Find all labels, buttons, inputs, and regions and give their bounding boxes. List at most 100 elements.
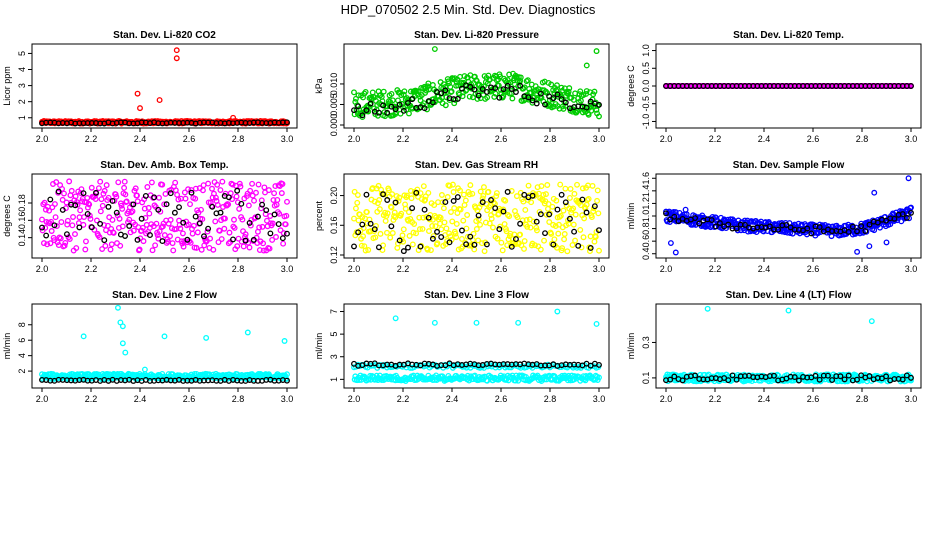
series-primary-point xyxy=(560,207,567,214)
series-secondary-point xyxy=(284,377,290,384)
series-primary-point xyxy=(270,197,277,204)
data-points xyxy=(351,181,602,255)
series-primary-point xyxy=(39,216,45,223)
outlier-point xyxy=(868,318,875,325)
x-tick-label: 3.0 xyxy=(593,394,606,404)
series-primary-point xyxy=(596,113,602,120)
series-secondary-point xyxy=(438,90,445,97)
series-secondary-point xyxy=(671,373,678,380)
series-secondary-point xyxy=(409,205,416,212)
series-secondary-point xyxy=(279,235,286,242)
series-secondary-point xyxy=(246,219,253,226)
outlier-point xyxy=(431,319,438,326)
y-tick-label: 1.2 xyxy=(641,197,651,210)
series-secondary-point xyxy=(275,221,282,228)
y-tick-label: 0.20 xyxy=(329,187,339,205)
series-secondary-point xyxy=(122,233,129,239)
series-primary-point xyxy=(562,102,569,109)
outlier-point xyxy=(281,338,288,344)
x-tick-label: 2.2 xyxy=(85,264,98,274)
series-primary-point xyxy=(61,242,68,249)
series-primary-point xyxy=(119,223,126,230)
series-secondary-point xyxy=(392,106,399,113)
series-primary-point xyxy=(255,181,262,188)
series-primary-point xyxy=(48,218,55,225)
series-primary-point xyxy=(382,218,389,224)
y-tick-label: 1.0 xyxy=(641,210,651,223)
series-primary-point xyxy=(548,230,555,237)
series-primary-point xyxy=(132,185,139,192)
series-primary-point xyxy=(121,184,128,191)
series-secondary-point xyxy=(413,189,420,196)
series-secondary-point xyxy=(883,217,890,224)
series-secondary-point xyxy=(359,221,366,228)
series-secondary-point xyxy=(579,196,586,203)
x-tick-label: 2.0 xyxy=(36,264,49,274)
series-secondary-point xyxy=(854,376,860,383)
series-secondary-point xyxy=(812,372,819,379)
outlier-point xyxy=(114,304,121,311)
series-primary-point xyxy=(236,205,243,212)
series-secondary-point xyxy=(384,109,391,116)
series-primary-point xyxy=(561,231,568,237)
series-primary-point xyxy=(97,208,104,215)
series-primary-point xyxy=(422,196,429,203)
series-primary-point xyxy=(572,211,579,218)
series-secondary-point xyxy=(155,206,162,213)
series-primary-point xyxy=(448,88,455,95)
series-primary-point xyxy=(504,211,511,218)
series-primary-point xyxy=(425,189,432,196)
series-primary-point xyxy=(96,234,103,241)
series-primary-point xyxy=(470,230,477,237)
series-primary-point xyxy=(540,192,547,198)
plot-frame xyxy=(343,173,610,259)
series-primary-point xyxy=(256,224,263,231)
series-secondary-point xyxy=(596,361,602,368)
series-primary-point xyxy=(261,184,268,191)
series-primary-point xyxy=(438,226,445,233)
series-secondary-point xyxy=(899,211,906,218)
series-primary-point xyxy=(205,180,212,187)
series-secondary-point xyxy=(147,232,153,239)
series-primary-point xyxy=(115,179,122,186)
series-primary-point xyxy=(666,219,673,225)
series-primary-point xyxy=(64,217,71,224)
plot-frame xyxy=(31,173,298,259)
y-tick-label: 0.0 xyxy=(641,80,651,93)
x-tick-label: 3.0 xyxy=(905,134,918,144)
y-tick-label: 0.3 xyxy=(641,336,651,349)
series-primary-point xyxy=(565,88,572,95)
panel-title: Stan. Dev. Line 4 (LT) Flow xyxy=(726,290,852,301)
series-primary-point xyxy=(352,232,359,239)
x-tick-label: 2.8 xyxy=(232,134,245,144)
series-secondary-point xyxy=(442,87,449,94)
series-primary-point xyxy=(99,246,106,252)
series-primary-point xyxy=(58,219,65,225)
series-primary-point xyxy=(430,233,437,240)
series-primary-point xyxy=(69,222,76,229)
series-primary-point xyxy=(426,228,432,235)
series-primary-point xyxy=(279,181,286,187)
series-primary-point xyxy=(521,245,527,252)
series-primary-point xyxy=(555,230,562,237)
series-primary-point xyxy=(887,221,894,228)
series-primary-point xyxy=(365,247,372,253)
outlier-point xyxy=(785,307,792,314)
series-primary-point xyxy=(392,214,399,221)
series-primary-point xyxy=(198,246,205,253)
y-axis-label: percent xyxy=(314,200,324,231)
data-points xyxy=(39,47,290,127)
series-secondary-point xyxy=(450,198,457,204)
series-primary-point xyxy=(231,216,237,223)
outlier-point xyxy=(230,114,237,121)
series-secondary-point xyxy=(388,103,395,110)
series-primary-point xyxy=(219,178,226,185)
outlier-point xyxy=(672,249,679,256)
series-secondary-point xyxy=(230,236,236,243)
outlier-point xyxy=(682,206,689,213)
series-primary-point xyxy=(484,94,491,101)
y-axis-label: ml/min xyxy=(626,203,636,230)
series-primary-point xyxy=(236,180,243,187)
series-primary-point xyxy=(40,240,47,247)
series-secondary-point xyxy=(405,244,411,251)
